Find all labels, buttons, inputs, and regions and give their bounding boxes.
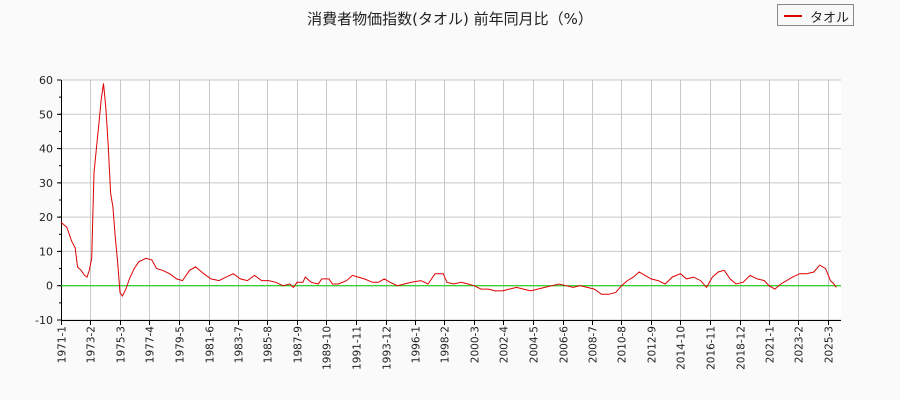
x-tick-label: 1983-7	[234, 326, 246, 363]
x-tick-label: 1985-8	[263, 326, 275, 363]
x-tick-label: 2004-5	[529, 326, 541, 363]
x-tick-label: 2023-2	[794, 326, 806, 363]
y-tick-label: 10	[39, 245, 53, 258]
legend: タオル	[777, 4, 854, 26]
legend-label: タオル	[810, 11, 850, 26]
x-tick-label: 2014-10	[676, 326, 688, 370]
x-tick-label: 2012-9	[647, 326, 659, 363]
plot-area	[61, 80, 841, 320]
y-tick-label: 50	[39, 108, 53, 121]
x-tick-label: 1989-10	[322, 326, 334, 370]
legend-swatch-red	[784, 15, 802, 17]
x-tick-label: 2018-12	[736, 326, 748, 370]
x-tick-label: 1991-11	[352, 326, 364, 370]
x-tick-label: 1981-6	[205, 326, 217, 364]
x-tick-label: 2021-1	[765, 326, 777, 363]
x-tick-label: 2002-4	[499, 326, 511, 364]
x-tick-label: 1979-5	[175, 326, 187, 363]
x-tick-label: 2010-8	[617, 326, 629, 363]
x-tick-label: 1998-2	[440, 326, 452, 363]
y-tick-label: 0	[46, 280, 53, 293]
x-tick-label: 1993-12	[382, 326, 394, 370]
x-tick-label: 1996-1	[411, 326, 423, 363]
x-tick-label: 2008-7	[588, 326, 600, 363]
x-tick-label: 2000-3	[470, 326, 482, 363]
y-tick-label: 20	[39, 211, 53, 224]
y-tick-label: 30	[39, 177, 53, 190]
x-tick-label: 1977-4	[145, 326, 157, 364]
chart-title: 消費者物価指数(タオル) 前年同月比（%）	[307, 10, 593, 28]
series-line-towel	[60, 83, 837, 297]
x-tick-label: 1975-3	[116, 326, 128, 363]
x-tick-label: 2016-11	[706, 326, 718, 370]
x-tick-label: 2025-3	[824, 326, 836, 363]
x-tick-label: 1971-1	[57, 326, 69, 363]
x-tick-label: 1973-2	[86, 326, 98, 363]
y-tick-label: 60	[39, 74, 53, 87]
y-tick-label: -10	[35, 314, 53, 327]
x-tick-label: 2006-6	[559, 326, 571, 364]
y-tick-label: 40	[39, 143, 53, 156]
x-tick-label: 1987-9	[293, 326, 305, 363]
